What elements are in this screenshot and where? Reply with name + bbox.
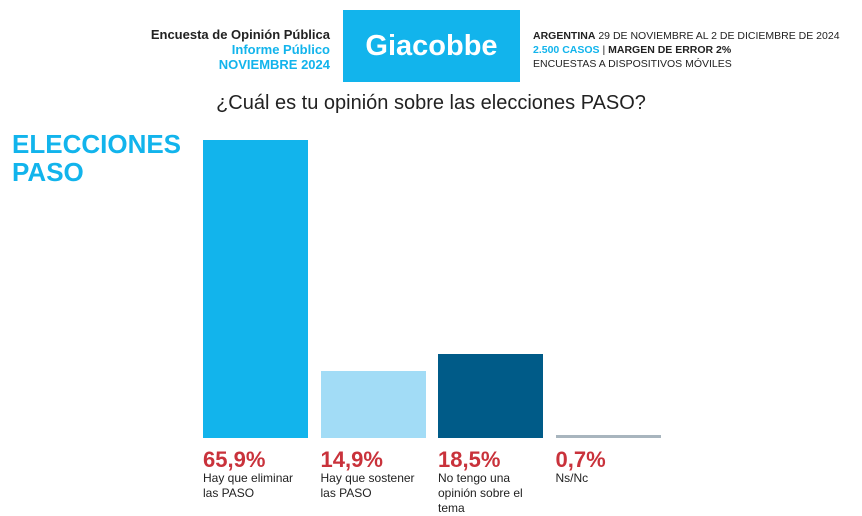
report-type: Informe Público [231,42,330,57]
brand-logo: Giacobbe [343,10,520,82]
chart-subtitle: ELECCIONES PASO [12,129,182,187]
value-label: 18,5% [438,447,501,472]
value-label: 14,9% [320,447,383,472]
survey-name: Encuesta de Opinión Pública [150,27,330,42]
bar [438,354,543,438]
dates: 29 DE NOVIEMBRE AL 2 DE DICIEMBRE DE 202… [598,30,840,42]
value-label: 0,7% [555,447,606,472]
category-label: Hay que sostener las PASO [320,471,415,500]
header-line: 2.500 CASOS | MARGEN DE ERROR 2% [533,43,731,57]
margin: MARGEN DE ERROR 2% [608,44,732,56]
bar [555,434,661,438]
separator: | [602,44,606,56]
category-label: No tengo una opinión sobre el tema [438,471,523,515]
bar [203,140,308,438]
category-label: Hay que eliminar las PASO [203,471,294,500]
country: ARGENTINA [533,30,596,42]
cases: 2.500 CASOS [533,44,600,56]
report-month: NOVIEMBRE 2024 [218,57,330,72]
method: ENCUESTAS A DISPOSITIVOS MÓVILES [533,58,732,70]
bar [320,370,426,438]
chart-title: ¿Cuál es tu opinión sobre las elecciones… [216,92,646,114]
header-line: ARGENTINA 29 DE NOVIEMBRE AL 2 DE DICIEM… [533,29,840,43]
value-label: 65,9% [203,447,266,472]
category-label: Ns/Nc [555,471,589,485]
